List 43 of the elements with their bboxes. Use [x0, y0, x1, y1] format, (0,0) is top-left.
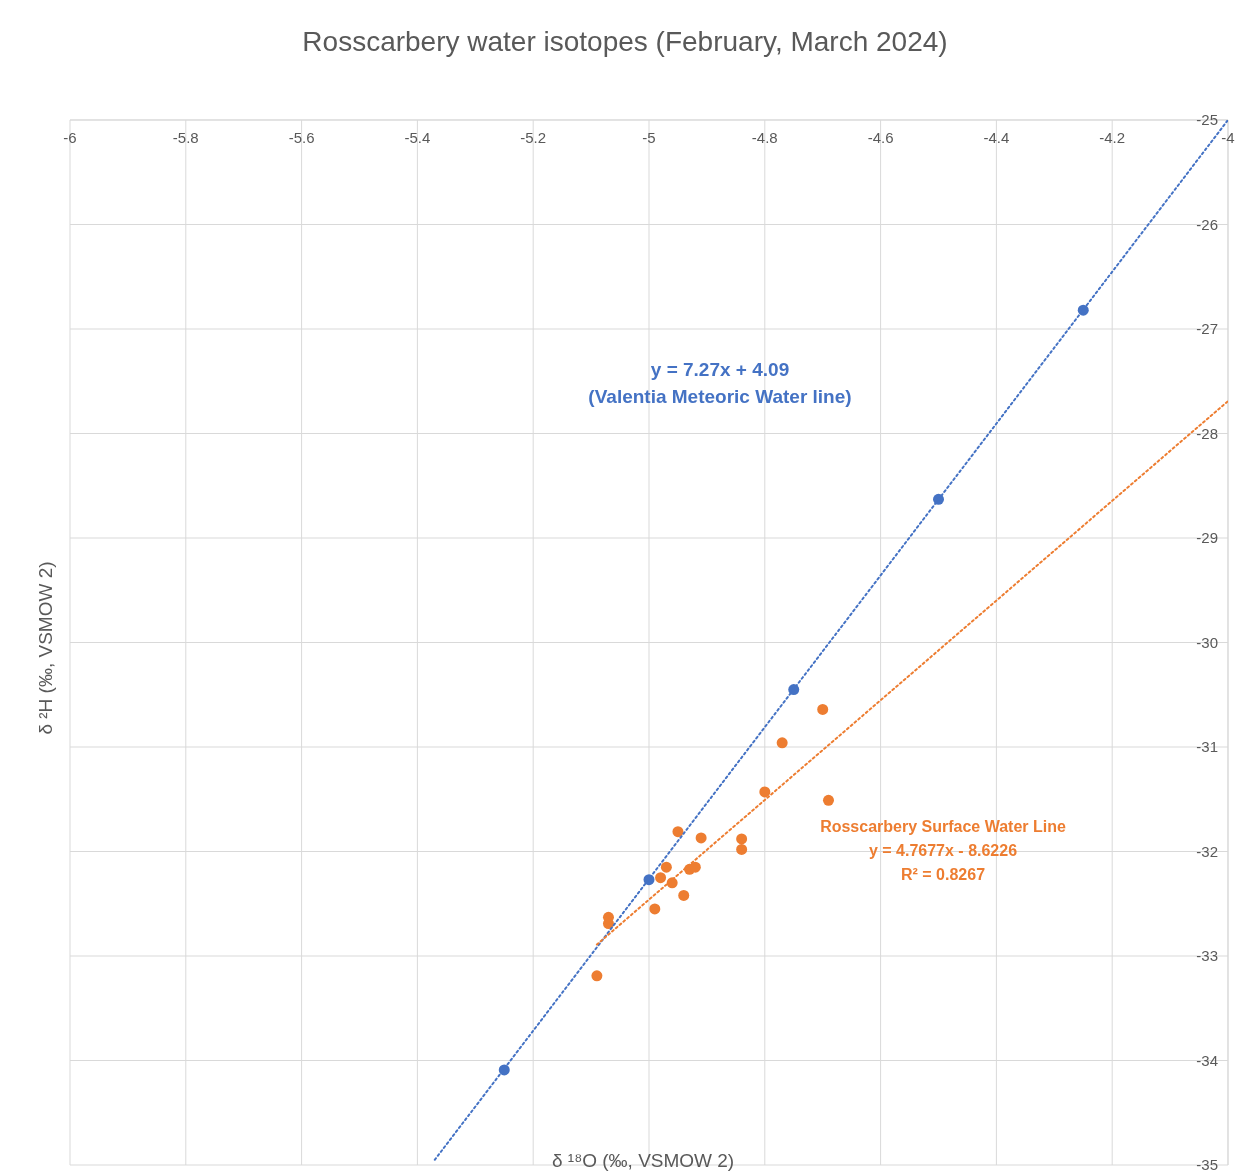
annotation: y = 7.27x + 4.09	[650, 359, 790, 381]
chart-title: Rosscarbery water isotopes (February, March 2024)	[301, 26, 949, 58]
y-tick-label: -31	[1196, 738, 1218, 756]
y-tick-label: -34	[1196, 1051, 1218, 1069]
point	[776, 737, 788, 749]
x-tick-label: -5.2	[520, 128, 547, 146]
x-tick-label: -4.2	[1099, 128, 1126, 146]
x-tick-label: -4.6	[867, 128, 894, 146]
y-tick-label: -32	[1196, 842, 1218, 860]
x-tick-label: -5.4	[404, 128, 431, 146]
x-tick-label: -4	[1221, 128, 1235, 146]
y-tick-label: -26	[1196, 215, 1218, 233]
point	[678, 889, 690, 901]
y-tick-label: -33	[1196, 947, 1218, 965]
point	[655, 872, 667, 884]
point	[649, 903, 661, 915]
point	[660, 861, 672, 873]
point	[695, 832, 707, 844]
point	[672, 826, 684, 838]
point	[591, 970, 603, 982]
x-tick-label: -4.8	[751, 128, 778, 146]
annotation: (Valentia Meteoric Water line)	[588, 386, 852, 408]
y-tick-label: -29	[1196, 529, 1218, 547]
x-axis-title: δ ¹⁸O (‰, VSMOW 2)	[552, 1150, 735, 1171]
point	[817, 703, 829, 715]
annotation: Rosscarbery Surface Water Line	[820, 818, 1066, 836]
annotation: y = 4.7677x - 8.6226	[868, 842, 1018, 860]
x-tick-label: -4.4	[983, 128, 1010, 146]
point	[736, 843, 748, 855]
y-tick-label: -28	[1196, 424, 1218, 442]
x-tick-label: -5.6	[288, 128, 315, 146]
annotation: R² = 0.8267	[900, 866, 986, 884]
point	[822, 794, 834, 806]
y-tick-label: -30	[1196, 633, 1218, 651]
y-tick-label: -27	[1196, 320, 1218, 338]
point	[736, 833, 748, 845]
x-tick-label: -6	[63, 128, 77, 146]
x-tick-label: -5.8	[172, 128, 199, 146]
x-tick-label: -5	[642, 128, 656, 146]
y-axis-title: δ ²H (‰, VSMOW 2)	[35, 561, 56, 735]
y-tick-label: -25	[1196, 111, 1218, 129]
y-tick-label: -35	[1196, 1156, 1218, 1174]
point	[759, 786, 771, 798]
